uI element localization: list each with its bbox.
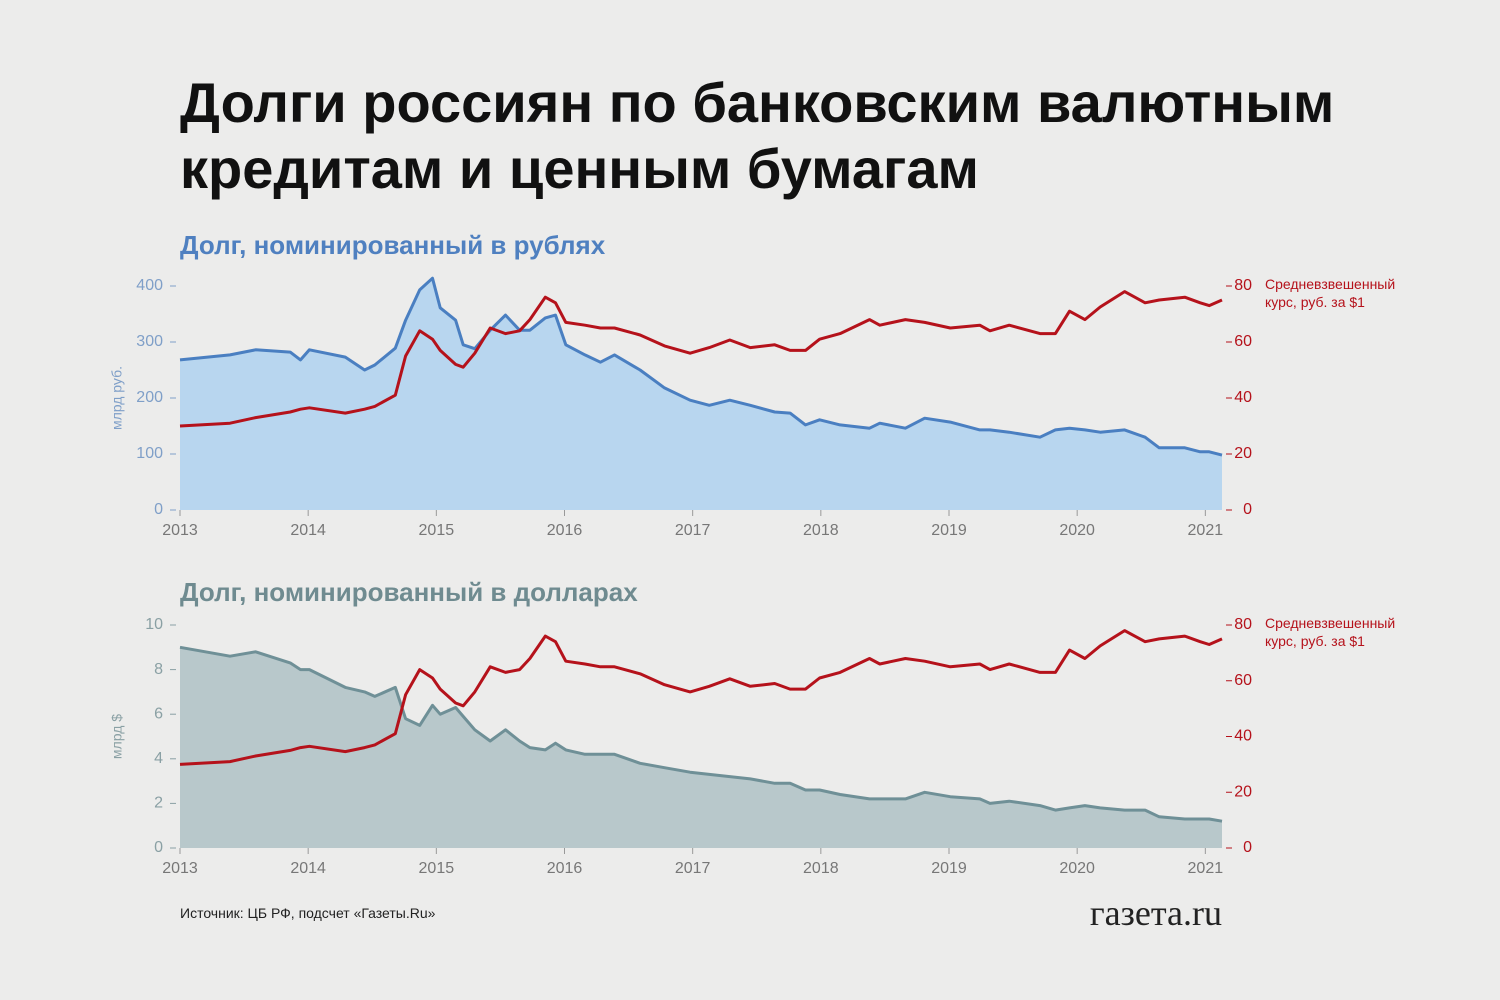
subtitle: Долг, номинированный в долларах — [180, 577, 638, 607]
area — [180, 647, 1222, 848]
line — [179, 276, 1223, 457]
y-axis-label: млрд руб. — [109, 366, 125, 430]
y2-tick-label: 0 — [1243, 839, 1252, 856]
x-tick-label: 2015 — [419, 860, 455, 877]
x-tick-label: 2013 — [162, 522, 198, 539]
x-tick-label: 2020 — [1059, 522, 1095, 539]
y2-tick-label: 40 — [1234, 728, 1252, 745]
y2-tick-label: 80 — [1234, 616, 1252, 633]
legend-label: Средневзвешенный курс, руб. за $1 — [1265, 276, 1396, 310]
x-tick-label: 2014 — [290, 860, 326, 877]
x-tick-label: 2018 — [803, 522, 839, 539]
line — [179, 290, 1223, 428]
y2-tick-label: 20 — [1234, 445, 1252, 462]
y-tick-label: 300 — [136, 333, 163, 350]
x-tick-label: 2013 — [162, 860, 198, 877]
x-tick-label: 2019 — [931, 860, 967, 877]
x-tick-label: 2014 — [290, 522, 326, 539]
y-tick-label: 100 — [136, 445, 163, 462]
x-tick-label: 2018 — [803, 860, 839, 877]
subtitle: Долг, номинированный в рублях — [180, 230, 606, 260]
x-tick-label: 2019 — [931, 522, 967, 539]
y-tick-label: 0 — [154, 839, 163, 856]
y-tick-label: 2 — [154, 795, 163, 812]
y2-tick-label: 20 — [1234, 783, 1252, 800]
x-tick-label: 2017 — [675, 522, 711, 539]
logo: газета.ru — [1089, 893, 1222, 933]
legend-label: Средневзвешенный курс, руб. за $1 — [1265, 615, 1396, 649]
area — [180, 278, 1222, 510]
y2-tick-label: 80 — [1234, 277, 1252, 294]
x-tick-label: 2016 — [547, 860, 583, 877]
y-tick-label: 4 — [154, 750, 163, 767]
source: Источник: ЦБ РФ, подсчет «Газеты.Ru» — [180, 905, 436, 921]
y2-tick-label: 0 — [1243, 501, 1252, 518]
y-axis-label: млрд $ — [109, 714, 125, 759]
y-tick-label: 400 — [136, 277, 163, 294]
y-tick-label: 200 — [136, 389, 163, 406]
x-tick-label: 2021 — [1188, 860, 1224, 877]
line — [179, 629, 1223, 766]
y-tick-label: 6 — [154, 705, 163, 722]
y-tick-label: 0 — [154, 501, 163, 518]
x-tick-label: 2017 — [675, 860, 711, 877]
y2-tick-label: 60 — [1234, 333, 1252, 350]
y-tick-label: 8 — [154, 661, 163, 678]
title: Долги россиян по банковским валютным кре… — [180, 71, 1335, 200]
y2-tick-label: 40 — [1234, 389, 1252, 406]
y-tick-label: 10 — [145, 616, 163, 633]
x-tick-label: 2021 — [1188, 522, 1224, 539]
y2-tick-label: 60 — [1234, 672, 1252, 689]
x-tick-label: 2020 — [1059, 860, 1095, 877]
line — [179, 645, 1223, 823]
x-tick-label: 2015 — [419, 522, 455, 539]
x-tick-label: 2016 — [547, 522, 583, 539]
